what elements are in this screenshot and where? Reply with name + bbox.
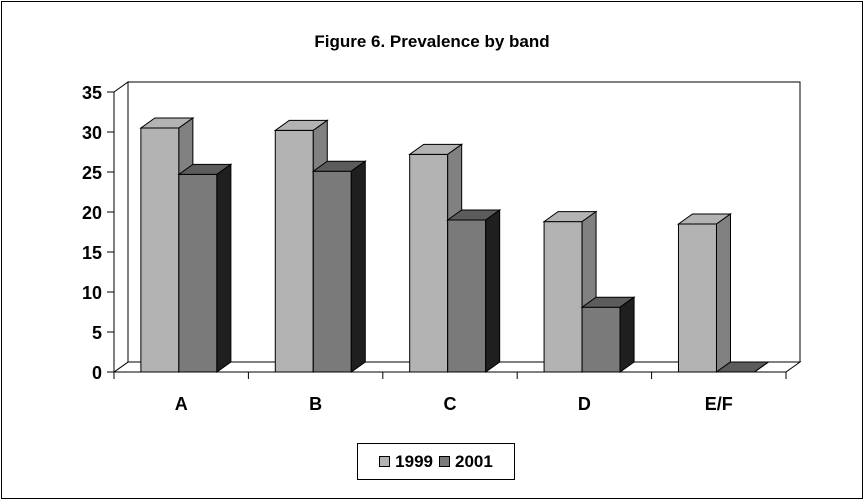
bar-2001-C [447,219,487,373]
x-tick-label: A [175,394,188,414]
bar-side-2001-D [619,296,635,373]
bar-side-2001-B [350,160,366,373]
y-tick-label: 35 [82,83,102,103]
x-tick-label: E/F [705,394,733,414]
y-tick-label: 30 [82,123,102,143]
x-tick-label: C [444,394,457,414]
chart-legend: 1999 2001 [357,443,515,480]
chart-title: Figure 6. Prevalence by band [314,32,550,51]
legend-label-1999: 1999 [395,451,433,471]
y-tick-label: 5 [92,323,102,343]
bar-side-2001-A [216,163,232,373]
y-tick-label: 10 [82,283,102,303]
chart-left-wall [113,81,129,373]
bar-side-2001-E/F [754,361,769,373]
bar-side-2001-C [485,209,501,373]
bar-1999-D [543,221,583,373]
legend-swatch-1999 [379,456,391,467]
legend-item-1999: 1999 [379,452,433,472]
bar-2001-D [581,306,621,373]
bar-1999-C [409,153,449,373]
bar-2001-B [312,170,352,373]
y-tick-label: 20 [82,203,102,223]
bar-2001-A [178,173,218,373]
bar-side-1999-E/F [715,213,731,373]
y-tick-label: 15 [82,243,102,263]
y-tick-label: 25 [82,163,102,183]
legend-swatch-2001 [439,456,450,467]
legend-item-2001: 2001 [439,452,493,472]
x-tick-label: B [309,394,322,414]
bar-1999-B [274,129,314,373]
legend-label-2001: 2001 [455,451,493,471]
x-tick-label: D [578,394,591,414]
y-tick-label: 0 [92,363,102,383]
bar-1999-E/F [677,223,717,373]
bar-1999-A [140,127,180,373]
